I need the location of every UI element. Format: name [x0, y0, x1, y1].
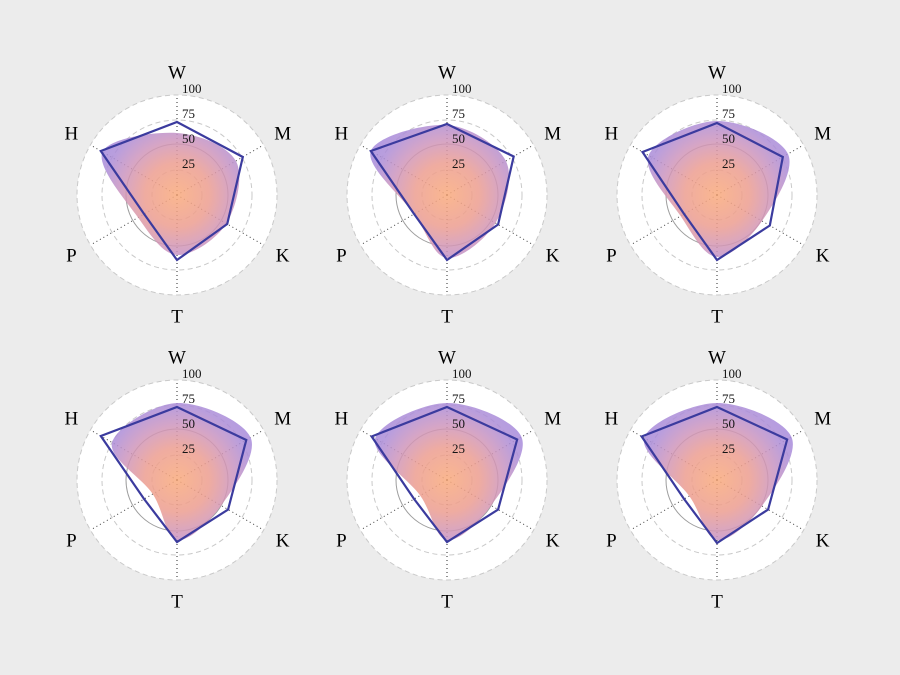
r-tick-label-75: 75	[722, 391, 735, 406]
r-tick-label-25: 25	[452, 156, 465, 171]
axis-label-H: H	[334, 409, 348, 430]
r-tick-label-75: 75	[182, 106, 195, 121]
r-tick-label-100: 100	[722, 366, 742, 381]
radar-fill-area	[643, 402, 793, 541]
axis-label-W: W	[168, 348, 186, 369]
axis-label-W: W	[438, 63, 456, 84]
r-tick-label-100: 100	[452, 366, 472, 381]
axis-label-T: T	[171, 307, 183, 328]
r-tick-label-50: 50	[722, 131, 735, 146]
radar-fill-area	[647, 120, 790, 258]
r-tick-label-75: 75	[452, 106, 465, 121]
r-tick-label-50: 50	[452, 131, 465, 146]
grid-circle-dashed-100	[346, 94, 548, 296]
axis-label-K: K	[816, 246, 830, 267]
radar-fill-area	[111, 402, 252, 541]
axis-label-T: T	[711, 307, 723, 328]
axis-label-W: W	[708, 348, 726, 369]
r-tick-label-25: 25	[182, 156, 195, 171]
axis-label-H: H	[334, 124, 348, 145]
grid-circle-dashed-75	[371, 119, 523, 271]
axis-label-M: M	[814, 409, 831, 430]
radar-fill-area	[101, 132, 240, 256]
axis-label-P: P	[606, 246, 617, 267]
axis-label-K: K	[276, 531, 290, 552]
r-tick-label-50: 50	[722, 416, 735, 431]
grid-circle-dashed-75	[641, 119, 793, 271]
grid-circle-dashed-100	[346, 379, 548, 581]
axis-label-M: M	[274, 124, 291, 145]
axis-label-T: T	[711, 592, 723, 613]
axis-label-T: T	[441, 592, 453, 613]
axis-label-M: M	[544, 124, 561, 145]
axis-label-K: K	[816, 531, 830, 552]
radar-outline	[99, 120, 245, 262]
grid-circle-dashed-100	[76, 94, 278, 296]
radar-fill-area	[374, 402, 523, 541]
radar-outline	[369, 405, 519, 544]
axis-label-M: M	[274, 409, 291, 430]
axis-label-P: P	[336, 531, 347, 552]
r-tick-label-25: 25	[182, 441, 195, 456]
r-tick-label-75: 75	[182, 391, 195, 406]
axis-label-M: M	[544, 409, 561, 430]
r-tick-label-25: 25	[722, 156, 735, 171]
grid-circle-dashed-75	[101, 119, 253, 271]
radar-outline	[640, 121, 785, 262]
axis-label-P: P	[336, 246, 347, 267]
axis-label-H: H	[604, 124, 618, 145]
radar-outline	[639, 405, 789, 545]
axis-label-P: P	[66, 246, 77, 267]
axis-label-P: P	[66, 531, 77, 552]
r-tick-label-100: 100	[722, 81, 742, 96]
axis-label-T: T	[441, 307, 453, 328]
axis-label-M: M	[814, 124, 831, 145]
axis-label-H: H	[604, 409, 618, 430]
radar-fill-area	[370, 124, 510, 259]
axis-label-K: K	[546, 246, 560, 267]
grid-circle-dashed-100	[616, 379, 818, 581]
r-tick-label-50: 50	[452, 416, 465, 431]
axis-label-W: W	[438, 348, 456, 369]
r-tick-label-100: 100	[182, 81, 202, 96]
r-tick-label-100: 100	[452, 81, 472, 96]
axis-label-P: P	[606, 531, 617, 552]
r-tick-label-25: 25	[722, 441, 735, 456]
r-tick-label-50: 50	[182, 131, 195, 146]
axis-label-K: K	[546, 531, 560, 552]
radar-outline	[369, 122, 515, 262]
axis-label-H: H	[64, 124, 78, 145]
r-tick-label-75: 75	[452, 391, 465, 406]
axis-label-K: K	[276, 246, 290, 267]
axis-label-W: W	[708, 63, 726, 84]
axis-label-T: T	[171, 592, 183, 613]
grid-circle-dashed-100	[616, 94, 818, 296]
radar-outline	[99, 405, 248, 544]
r-tick-label-100: 100	[182, 366, 202, 381]
r-tick-label-25: 25	[452, 441, 465, 456]
axis-label-H: H	[64, 409, 78, 430]
r-tick-label-75: 75	[722, 106, 735, 121]
grid-circle-dashed-100	[76, 379, 278, 581]
axis-label-W: W	[168, 63, 186, 84]
r-tick-label-50: 50	[182, 416, 195, 431]
